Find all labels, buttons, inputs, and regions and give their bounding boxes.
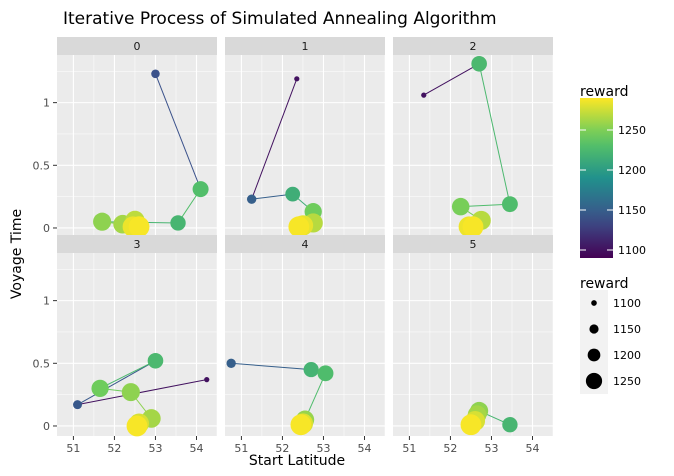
- facet-strip-label: 0: [134, 40, 141, 53]
- y-axis-title: Voyage Time: [9, 209, 25, 299]
- size-legend-dot: [585, 372, 603, 390]
- legend: reward 1100 1150 1200 1250 reward 1100 1150 1200…: [580, 84, 646, 394]
- facet-strip-label: 3: [134, 238, 141, 251]
- facet-strip: [225, 37, 385, 55]
- facet-panel-4: 4 51 52 53 54: [225, 235, 386, 455]
- data-point: [128, 216, 150, 238]
- data-point: [421, 92, 427, 98]
- x-tick-label: 53: [484, 442, 498, 455]
- data-point: [73, 400, 82, 410]
- size-legend-label: 1100: [613, 297, 641, 310]
- x-tick-label: 54: [357, 442, 371, 455]
- data-point: [192, 181, 209, 198]
- x-tick-label: 53: [316, 442, 330, 455]
- facet-panel-3: 3 0 0.5 1 51 52 53 54: [33, 235, 218, 455]
- x-tick-label: 51: [402, 442, 416, 455]
- data-point: [303, 361, 319, 378]
- colorbar-label: 1150: [618, 204, 646, 217]
- facet-strip-label: 5: [470, 238, 477, 251]
- data-point: [288, 216, 310, 238]
- y-tick-label: 0.5: [33, 357, 51, 370]
- data-point: [246, 194, 257, 204]
- path-segment: [231, 362, 312, 371]
- x-tick-label: 52: [443, 442, 457, 455]
- data-point: [151, 69, 160, 79]
- data-point: [290, 414, 312, 436]
- colorbar-label: 1100: [618, 244, 646, 257]
- facet-strip: [57, 37, 217, 55]
- panel-background: [393, 55, 553, 238]
- panel-background: [225, 55, 385, 238]
- facet-panel-5: 5 51 52 53 54: [393, 235, 554, 455]
- facet-panel-1: 1: [225, 37, 386, 238]
- data-point: [126, 415, 148, 437]
- data-point: [294, 76, 300, 82]
- path-segment: [77, 379, 207, 406]
- path-segment: [77, 360, 156, 406]
- path-segment: [478, 63, 511, 205]
- size-legend-label: 1250: [613, 375, 641, 388]
- data-point: [501, 196, 518, 213]
- size-legend-dot: [589, 324, 599, 334]
- x-tick-label: 52: [275, 442, 289, 455]
- facet-strip-label: 4: [302, 238, 309, 251]
- facet-strip: [393, 235, 553, 253]
- colorbar-label: 1200: [618, 164, 646, 177]
- data-point: [471, 55, 487, 72]
- data-point: [170, 215, 186, 231]
- path-segment: [99, 360, 156, 389]
- data-point: [93, 212, 112, 231]
- y-tick-label: 1: [43, 97, 50, 110]
- data-point: [91, 379, 109, 398]
- data-point: [317, 365, 334, 382]
- size-legend-label: 1200: [613, 349, 641, 362]
- data-point: [226, 358, 236, 368]
- data-point: [147, 352, 164, 369]
- facet-strip-label: 1: [302, 40, 309, 53]
- facet-strip: [57, 235, 217, 253]
- path-segment: [154, 73, 202, 190]
- y-tick-label: 0.5: [33, 159, 51, 172]
- x-tick-label: 54: [525, 442, 539, 455]
- x-tick-label: 51: [234, 442, 248, 455]
- facet-panel-2: 2: [393, 37, 554, 238]
- chart-title: Iterative Process of Simulated Annealing…: [63, 9, 497, 29]
- facet-panel-0: 000.51: [33, 37, 218, 238]
- data-point: [460, 414, 482, 436]
- y-tick-label: 1: [43, 295, 50, 308]
- colorbar-label: 1250: [618, 124, 646, 137]
- panel-background: [57, 55, 217, 238]
- panel-background: [225, 253, 385, 436]
- size-legend-label: 1150: [613, 323, 641, 336]
- facet-strip: [225, 235, 385, 253]
- x-tick-label: 54: [189, 442, 203, 455]
- facet-strip: [393, 37, 553, 55]
- size-legend-dot: [591, 300, 597, 306]
- size-legend-title: reward: [580, 276, 629, 292]
- colorbar: [580, 98, 613, 258]
- facet-strip-label: 2: [470, 40, 477, 53]
- x-axis-title: Start Latitude: [249, 453, 345, 469]
- color-legend-title: reward: [580, 84, 629, 100]
- data-point: [462, 216, 484, 238]
- size-legend-dot: [587, 348, 601, 362]
- x-tick-label: 53: [148, 442, 162, 455]
- data-point: [285, 186, 301, 202]
- y-tick-label: 0: [43, 222, 50, 235]
- data-point: [204, 376, 210, 383]
- x-tick-label: 51: [66, 442, 80, 455]
- data-point: [121, 383, 140, 402]
- path-segment: [251, 78, 298, 200]
- data-point: [502, 417, 518, 433]
- y-tick-label: 0: [43, 420, 50, 433]
- panel-background: [57, 253, 217, 436]
- path-segment: [423, 63, 480, 96]
- x-tick-label: 52: [107, 442, 121, 455]
- data-point: [451, 197, 470, 216]
